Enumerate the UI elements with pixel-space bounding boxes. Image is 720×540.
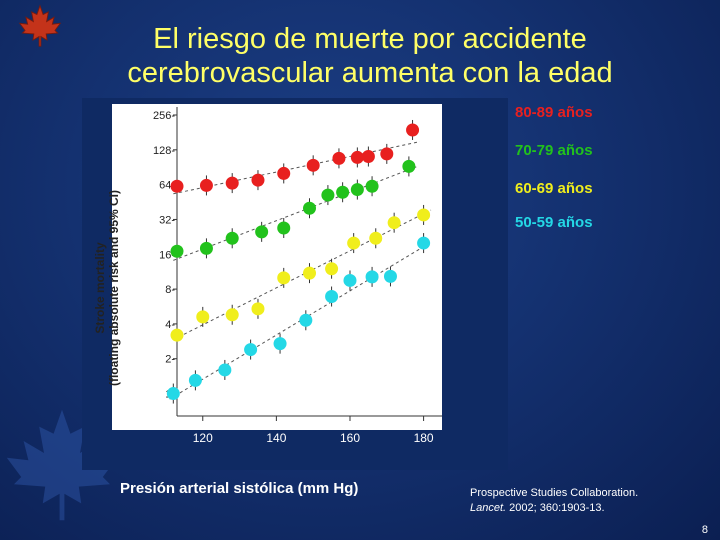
citation: Prospective Studies Collaboration. Lance… — [470, 486, 638, 516]
data-point — [244, 343, 258, 357]
y-tick-label: 32- — [159, 214, 175, 226]
trend-line — [173, 141, 421, 195]
y-tick-label: 8- — [165, 284, 175, 296]
data-point — [325, 262, 339, 276]
title-line-1: El riesgo de muerte por accidente — [153, 23, 587, 55]
data-point — [321, 188, 335, 202]
data-point — [251, 302, 265, 316]
data-point — [225, 308, 239, 322]
data-point — [332, 151, 346, 165]
data-point — [277, 271, 291, 285]
trend-line — [173, 209, 432, 341]
data-point — [251, 173, 265, 187]
data-point — [387, 216, 401, 230]
maple-leaf-icon — [18, 4, 62, 47]
citation-journal: Lancet. — [470, 502, 507, 514]
y-tick-label: 2- — [165, 354, 175, 366]
legend-item-60-69: 60-69 años — [515, 180, 593, 197]
x-tick-label: 180 — [414, 431, 434, 445]
data-point — [343, 273, 357, 287]
data-point — [380, 147, 394, 161]
x-tick-label: 160 — [340, 431, 360, 445]
data-point — [361, 150, 375, 164]
data-point — [406, 123, 420, 137]
data-point — [303, 266, 316, 280]
data-point — [417, 208, 431, 222]
stroke-mortality-chart: Stroke mortality (floating absolute risk… — [93, 104, 442, 445]
citation-details: 2002; 360:1903-13. — [506, 502, 605, 514]
legend-item-80-89: 80-89 años — [515, 104, 593, 121]
data-point — [365, 179, 379, 193]
data-point — [225, 231, 239, 245]
x-tick-label: 140 — [266, 431, 286, 445]
x-tick-label: 120 — [193, 431, 213, 445]
y-tick-label: 16- — [159, 249, 175, 261]
legend-item-50-59: 50-59 años — [515, 214, 593, 231]
data-point — [166, 387, 180, 401]
page-number: 8 — [701, 524, 708, 536]
data-point — [350, 183, 364, 197]
y-tick-label: 256- — [153, 110, 175, 122]
maple-leaf-watermark-icon — [6, 409, 118, 521]
y-tick-label: 4- — [165, 319, 175, 331]
data-point — [225, 176, 239, 190]
data-point — [170, 179, 184, 193]
data-point — [218, 363, 232, 377]
y-axis-label-line-1: Stroke mortality — [93, 242, 107, 334]
data-point — [350, 150, 364, 164]
data-point — [277, 166, 291, 180]
data-point — [170, 244, 184, 258]
data-point — [199, 241, 213, 255]
data-point — [402, 159, 416, 173]
data-point — [273, 337, 287, 351]
title-line-2: cerebrovascular aumenta con la edad — [127, 57, 613, 89]
data-point — [325, 290, 339, 304]
data-point — [255, 225, 269, 239]
data-point — [299, 313, 313, 327]
citation-authors: Prospective Studies Collaboration. — [470, 487, 639, 499]
data-point — [170, 328, 184, 342]
data-point — [383, 269, 397, 283]
data-point — [196, 310, 210, 324]
data-point — [199, 178, 213, 192]
x-axis-title: Presión arterial sistólica (mm Hg) — [120, 480, 359, 497]
legend-item-70-79: 70-79 años — [515, 142, 593, 159]
data-point — [369, 231, 383, 245]
data-point — [306, 158, 320, 172]
data-point — [417, 236, 431, 250]
citation-reference: Lancet. 2002; 360:1903-13. — [470, 501, 638, 516]
slide-title: El riesgo de muerte por accidente cerebr… — [60, 22, 680, 90]
data-point — [347, 236, 361, 250]
data-point — [188, 373, 202, 387]
y-tick-label: 128- — [153, 145, 175, 157]
data-point — [277, 221, 291, 235]
data-point — [336, 185, 350, 199]
y-axis-label-line-2: (floating absolute risk and 95% CI) — [107, 190, 121, 386]
data-point — [303, 201, 316, 215]
data-point — [365, 270, 379, 284]
